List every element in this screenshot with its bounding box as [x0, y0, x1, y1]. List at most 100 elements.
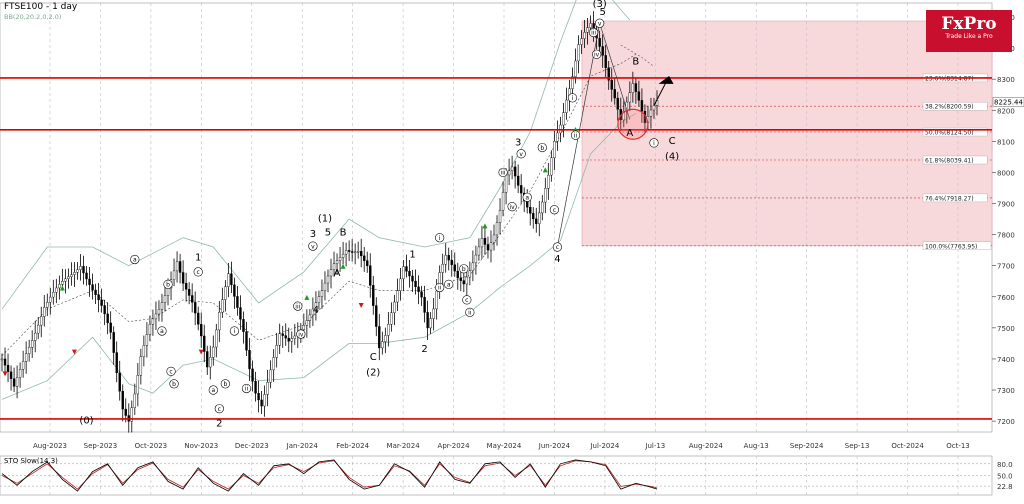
- wave-label: A: [334, 268, 341, 279]
- x-tick-label: Aug-2024: [689, 442, 724, 450]
- wave-label: ii: [438, 285, 442, 292]
- candle-body: [450, 259, 453, 265]
- wave-label: 5: [599, 7, 605, 18]
- candle-body: [103, 305, 106, 315]
- x-tick-label: Feb-2024: [336, 442, 369, 450]
- wave-label: 1: [409, 249, 415, 260]
- candle-body: [278, 333, 281, 346]
- candle-body: [160, 302, 164, 310]
- candle-body: [221, 299, 224, 313]
- candle-body: [46, 302, 49, 308]
- fibonacci-level-label: 100.0%(7763.95): [925, 243, 977, 250]
- wave-label: a: [211, 387, 215, 394]
- candle-body: [483, 238, 487, 245]
- x-tick-label: Sep-2023: [84, 442, 118, 450]
- candle-body: [212, 346, 215, 358]
- wave-label: iii: [591, 30, 596, 37]
- candle-body: [598, 37, 601, 47]
- candle-body: [136, 375, 140, 395]
- trend-line: [599, 23, 631, 120]
- candle-body: [323, 282, 327, 291]
- candle-body: [408, 270, 411, 277]
- y-tick-label: 7400: [997, 356, 1015, 364]
- candle-body: [248, 350, 251, 370]
- wave-label-circle: [157, 326, 167, 336]
- wave-label-circle: [462, 295, 472, 305]
- buy-signal-arrow: [340, 263, 346, 269]
- brand-logo: FxPro Trade Like a Pro: [926, 10, 1012, 52]
- candle-body: [85, 272, 88, 280]
- candle-body: [510, 166, 514, 171]
- candle-body: [447, 255, 450, 261]
- wave-label-circle: [537, 142, 547, 153]
- candle-body: [18, 369, 22, 378]
- candle-body: [55, 287, 58, 293]
- wave-label-circle: [570, 130, 581, 140]
- wave-label-circle: [214, 404, 224, 414]
- x-tick-label: Jul-2024: [589, 442, 619, 450]
- candle-body: [290, 338, 293, 342]
- candle-body: [516, 175, 520, 186]
- wave-label: (2): [366, 367, 380, 378]
- candle-body: [426, 312, 429, 329]
- candle-body: [504, 174, 508, 193]
- fibonacci-label-box: [922, 102, 988, 111]
- wave-label: b: [540, 145, 544, 152]
- candle-body: [399, 278, 402, 291]
- wave-label-circle: [130, 254, 140, 265]
- candle-body: [586, 27, 589, 33]
- candle-body: [34, 332, 37, 341]
- candle-body: [112, 332, 115, 353]
- candle-body: [40, 316, 43, 326]
- wave-label: a: [160, 328, 164, 335]
- wave-label: iii: [295, 303, 300, 310]
- wave-label: b: [172, 381, 176, 388]
- candle-body: [302, 325, 306, 330]
- candle-body: [344, 250, 348, 255]
- candle-body: [52, 292, 55, 298]
- candle-body: [501, 192, 505, 211]
- candle-body: [637, 91, 641, 101]
- candle-body: [12, 378, 16, 387]
- wave-label-circle: [592, 49, 602, 59]
- candle-body: [462, 280, 466, 285]
- candle-body: [350, 251, 354, 253]
- candle-body: [468, 270, 472, 278]
- candle-body: [203, 335, 206, 352]
- wave-label-circle: [166, 366, 176, 376]
- wave-label: ii: [574, 132, 578, 139]
- candle-body: [21, 361, 25, 370]
- wave-label: c: [169, 369, 172, 376]
- candle-body: [6, 364, 10, 372]
- wave-label-circle: [435, 282, 445, 293]
- candle-body: [459, 277, 463, 281]
- candle-body: [390, 312, 393, 325]
- wave-label: ii: [468, 310, 472, 317]
- candle-body: [335, 260, 339, 264]
- wave-label: (3): [593, 0, 607, 10]
- y-tick-label: 7500: [997, 325, 1015, 333]
- candle-body: [453, 264, 456, 272]
- candle-body: [429, 318, 432, 329]
- candle-body: [604, 55, 607, 68]
- candle-body: [181, 272, 185, 284]
- wave-label-circle: [589, 27, 599, 38]
- candle-body: [227, 273, 230, 287]
- wave-label: 2: [216, 419, 222, 430]
- fibonacci-level-label: 50.0%(8124.50): [925, 130, 974, 137]
- candle-body: [200, 324, 203, 337]
- candle-body: [441, 263, 444, 273]
- candle-body: [489, 242, 493, 251]
- candle-body: [30, 340, 34, 348]
- wave-label-circle: [435, 233, 445, 243]
- candle-body: [532, 213, 535, 220]
- candle-body: [589, 23, 592, 28]
- candle-body: [76, 269, 79, 273]
- candle-body: [341, 253, 345, 258]
- wave-label: b: [462, 266, 466, 273]
- candle-body: [139, 356, 143, 376]
- candle-body: [649, 109, 653, 117]
- wave-label: iv: [594, 51, 600, 58]
- candle-body: [97, 294, 100, 301]
- candle-body: [269, 369, 272, 383]
